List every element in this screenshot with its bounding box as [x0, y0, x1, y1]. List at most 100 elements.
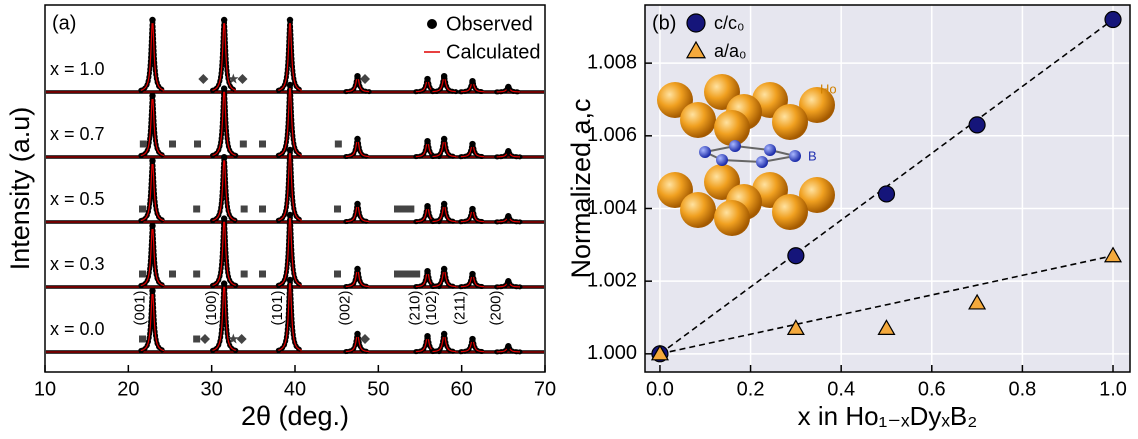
y-tick-label: 1.006 [587, 124, 637, 146]
impurity-star [228, 73, 239, 84]
observed-peak-top [149, 92, 156, 100]
impurity-square [240, 270, 248, 278]
observed-peak-top [286, 146, 294, 154]
observed-peak-top [424, 137, 431, 145]
y-tick-label: 1.002 [587, 269, 637, 291]
impurity-square [407, 270, 415, 278]
observed-peak-top [424, 202, 431, 210]
observed-peak-top [354, 265, 361, 273]
b-atom [716, 154, 728, 166]
impurity-square [259, 270, 266, 278]
y-axis-label: Intensity (a.u) [5, 107, 35, 271]
data-point [968, 116, 986, 134]
panel-label: (a) [52, 12, 76, 34]
x-tick-label: 40 [284, 378, 306, 400]
impurity-diamond [198, 74, 209, 84]
b-atom [789, 150, 801, 162]
observed-peak-top [149, 287, 156, 294]
pattern-label: x = 0.0 [50, 319, 105, 339]
panel-label: (b) [652, 12, 676, 34]
impurity-square [259, 140, 266, 148]
impurity-square [193, 205, 201, 213]
y-tick-label: 1.000 [587, 342, 637, 364]
ho-atom [714, 200, 750, 236]
y-tick-label: 1.008 [587, 51, 637, 73]
crystal-inset: Ho B [657, 74, 837, 236]
impurity-diamond [236, 334, 247, 344]
observed-peak-top [354, 72, 361, 80]
observed-peak-top [354, 135, 361, 143]
pattern-label: x = 0.3 [50, 254, 105, 274]
observed-peak-top [424, 332, 431, 340]
observed-peak-top [220, 85, 228, 92]
x-tick-label: 60 [451, 378, 473, 400]
impurity-square [407, 205, 415, 213]
data-point [786, 319, 805, 335]
legend-label: Observed [446, 13, 533, 35]
x-tick-label: 0.4 [827, 378, 855, 400]
observed-peak-top [354, 200, 361, 208]
impurity-diamond [200, 334, 210, 344]
observed-peak-top [505, 83, 512, 91]
observed-peak [275, 84, 305, 158]
impurity-diamond [360, 334, 370, 344]
impurity-square [400, 205, 408, 213]
impurity-square [139, 335, 146, 343]
ho-atom [714, 110, 750, 146]
fit-line [659, 254, 1114, 355]
impurity-square [413, 270, 421, 278]
observed-peak-top [505, 278, 512, 285]
observed-peak-top [220, 280, 228, 287]
pattern-label: x = 0.7 [50, 124, 105, 144]
b-atom [729, 140, 741, 152]
x-tick-label: 10 [34, 378, 56, 400]
observed-peak [210, 156, 239, 223]
observed-peak-top [469, 335, 476, 343]
impurity-square [169, 140, 176, 148]
legend-label: Calculated [446, 41, 541, 63]
observed-peak-top [469, 205, 476, 213]
legend-marker [685, 40, 707, 59]
observed-peak-top [440, 265, 448, 273]
peak-label: (002) [336, 290, 353, 325]
observed-peak-top [149, 222, 156, 229]
impurity-diamond [360, 74, 370, 84]
data-point [650, 344, 669, 361]
legend-marker [686, 13, 706, 33]
inset-label: B [808, 148, 817, 163]
observed-peak-top [220, 215, 228, 222]
observed-peak-top [505, 148, 512, 155]
observed-peak [275, 214, 305, 288]
observed-peak-top [220, 154, 228, 161]
x-tick-label: 50 [367, 378, 389, 400]
observed-peak-top [440, 200, 448, 208]
b-atom [699, 146, 711, 158]
observed-peak-top [469, 270, 476, 278]
observed-peak [138, 19, 167, 93]
observed-peak-top [505, 343, 512, 350]
ho-atom [772, 194, 808, 230]
observed-peak-top [424, 75, 431, 83]
observed-peak [275, 149, 305, 223]
impurity-square [334, 270, 341, 278]
impurity-square [394, 205, 401, 213]
pattern-label: x = 1.0 [50, 59, 105, 79]
impurity-diamond [237, 74, 248, 84]
x-tick-label: 0.6 [918, 378, 946, 400]
impurity-square [169, 270, 176, 278]
observed-peak-top [469, 78, 476, 85]
x-tick-label: 20 [117, 378, 139, 400]
x-tick-label: 0.2 [737, 378, 765, 400]
ho-atom [772, 104, 808, 140]
observed-peak-top [505, 213, 512, 220]
peak-label: (001) [131, 290, 148, 325]
inset-label: Ho [820, 81, 837, 96]
observed-peak-top [440, 135, 448, 143]
observed-peak-top [354, 330, 361, 338]
peak-label: (101) [269, 290, 286, 325]
peak-label: (200) [487, 290, 504, 325]
observed-peak-top [286, 16, 294, 24]
x-axis-label: 2θ (deg.) [241, 401, 349, 431]
impurity-square [394, 270, 401, 278]
